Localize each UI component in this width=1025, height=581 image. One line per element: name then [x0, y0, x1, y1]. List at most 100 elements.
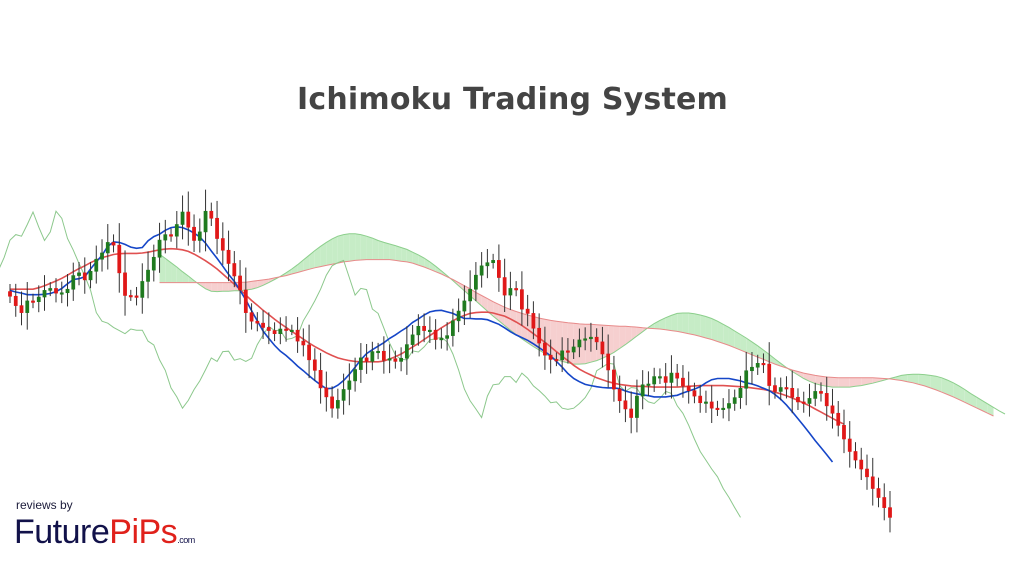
- kumo-segment: [475, 292, 482, 306]
- candle-body: [566, 350, 570, 353]
- candle-body: [71, 275, 76, 290]
- bullish-candle: [65, 274, 70, 307]
- bearish-candle: [865, 454, 869, 490]
- kumo-segment: [625, 326, 632, 345]
- indicator-lines-layer: [0, 210, 845, 518]
- candle-body: [554, 359, 559, 362]
- kumo-segment: [217, 282, 223, 292]
- kumo-segment: [705, 316, 712, 340]
- bullish-candle: [100, 239, 104, 272]
- bearish-candle: [594, 328, 599, 350]
- kumo-segment: [717, 321, 724, 344]
- candle-body: [48, 288, 53, 291]
- bearish-candle: [847, 421, 852, 468]
- tenkan-sen-line: [9, 225, 834, 463]
- bearish-candle: [123, 250, 127, 316]
- candle-body: [249, 312, 254, 322]
- bullish-candle: [635, 379, 639, 433]
- candle-body: [404, 344, 409, 359]
- bearish-candle: [531, 301, 536, 340]
- bullish-candle: [353, 357, 357, 392]
- candle-body: [215, 217, 219, 239]
- kumo-segment: [395, 245, 402, 262]
- bullish-candle: [577, 328, 582, 358]
- bearish-candle: [128, 289, 133, 301]
- candle-body: [427, 329, 432, 332]
- bullish-candle: [387, 344, 392, 374]
- candle-body: [681, 377, 685, 387]
- kumo-segment: [585, 324, 591, 364]
- kumo-segment: [579, 323, 586, 365]
- kumo-segment: [613, 325, 620, 353]
- candle-body: [295, 329, 300, 342]
- candle-body: [307, 344, 311, 361]
- candle-body: [842, 425, 846, 440]
- kumo-segment: [918, 374, 925, 386]
- candle-body: [232, 263, 237, 277]
- candle-body: [589, 336, 593, 340]
- candle-body: [335, 400, 340, 409]
- candle-body: [226, 249, 231, 264]
- bearish-candle: [192, 214, 196, 252]
- bearish-candle: [284, 316, 288, 342]
- candle-body: [439, 338, 444, 341]
- candle-body: [266, 327, 271, 331]
- bearish-candle: [681, 365, 685, 398]
- bearish-candle: [543, 326, 547, 370]
- candle-body: [301, 340, 306, 346]
- candle-body: [347, 380, 352, 390]
- candle-body: [324, 387, 329, 398]
- candle-body: [531, 313, 536, 329]
- bearish-candle: [215, 200, 219, 255]
- bullish-candle: [410, 325, 415, 354]
- candle-body: [209, 210, 214, 219]
- kumo-segment: [936, 376, 942, 393]
- candle-body: [25, 300, 30, 313]
- bullish-candle: [468, 270, 473, 318]
- kijun-sen-line: [10, 247, 845, 425]
- bullish-candle: [289, 324, 294, 336]
- bullish-candle: [744, 351, 749, 406]
- candle-body: [755, 363, 760, 368]
- bearish-candle: [13, 283, 18, 317]
- bullish-candle: [807, 383, 812, 417]
- kumo-segment: [372, 238, 379, 260]
- kumo-segment: [815, 375, 821, 386]
- candle-body: [600, 341, 605, 355]
- kumo-segment: [171, 262, 177, 283]
- bearish-candle: [698, 384, 703, 413]
- bearish-candle: [226, 230, 231, 282]
- kumo-segment: [418, 254, 425, 267]
- candle-body: [341, 389, 346, 401]
- kumo-segment: [740, 334, 747, 353]
- candle-body: [117, 244, 122, 274]
- bullish-candle: [727, 389, 731, 422]
- bearish-candle: [761, 353, 766, 374]
- candle-body: [491, 260, 496, 264]
- bullish-candle: [88, 261, 93, 289]
- kumo-segment: [930, 375, 937, 390]
- bullish-candle: [813, 382, 818, 407]
- bullish-candle: [652, 367, 657, 392]
- candle-body: [186, 211, 191, 228]
- bearish-candle: [801, 391, 806, 413]
- candle-body: [243, 289, 248, 313]
- candle-body: [790, 387, 795, 398]
- candle-body: [146, 269, 150, 282]
- kumo-segment: [959, 385, 965, 403]
- candle-body: [445, 335, 450, 339]
- bearish-candle: [330, 386, 334, 418]
- bullish-candle: [404, 326, 409, 375]
- bearish-candle: [623, 386, 628, 423]
- candle-body: [289, 329, 294, 332]
- kumo-segment: [401, 247, 407, 262]
- bearish-candle: [232, 251, 237, 288]
- candle-body: [767, 363, 772, 386]
- kumo-segment: [320, 242, 327, 267]
- kumo-segment: [711, 318, 718, 342]
- candle-body: [31, 300, 35, 303]
- candle-body: [479, 265, 484, 276]
- candle-body: [836, 412, 841, 426]
- candle-body: [732, 397, 737, 404]
- bullish-candle: [146, 251, 150, 299]
